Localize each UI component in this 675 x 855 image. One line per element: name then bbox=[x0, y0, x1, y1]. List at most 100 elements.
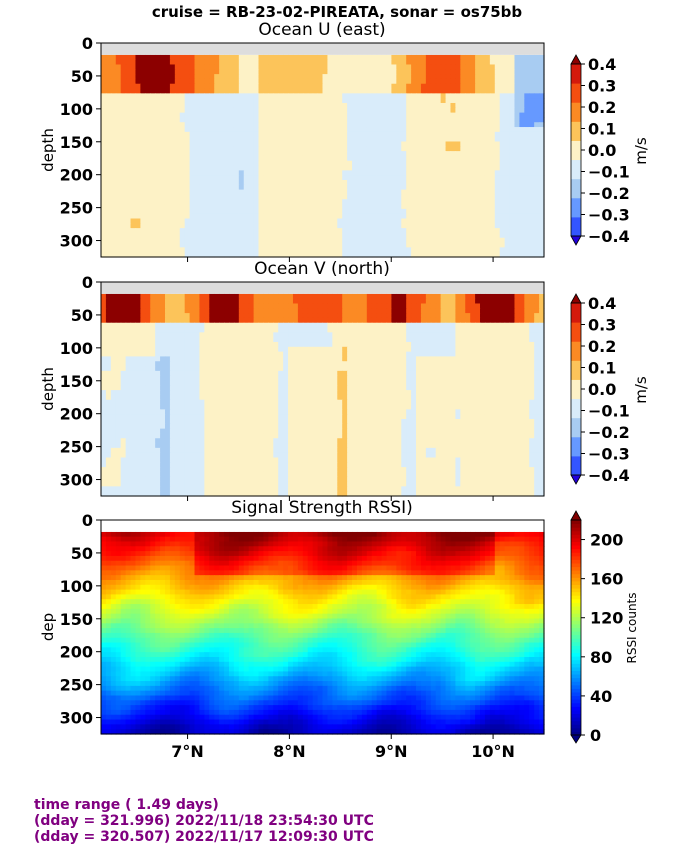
heatmap-cell bbox=[440, 170, 447, 176]
heatmap-cell bbox=[381, 184, 388, 191]
heatmap-cell bbox=[209, 155, 215, 162]
heatmap-cell bbox=[105, 136, 112, 143]
heatmap-cell bbox=[219, 102, 225, 109]
heatmap-cell bbox=[253, 322, 260, 329]
heatmap-cell bbox=[514, 293, 520, 300]
heatmap-cell bbox=[120, 223, 127, 229]
heatmap-cell bbox=[297, 83, 304, 90]
heatmap-cell bbox=[381, 237, 388, 244]
heatmap-cell bbox=[504, 59, 511, 66]
heatmap-cell bbox=[440, 127, 447, 133]
heatmap-cell bbox=[430, 346, 437, 353]
heatmap-cell bbox=[155, 303, 161, 309]
heatmap-cell bbox=[337, 252, 343, 258]
heatmap-cell bbox=[130, 298, 137, 305]
heatmap-cell bbox=[352, 332, 358, 338]
heatmap-cell bbox=[273, 54, 279, 61]
heatmap-cell bbox=[322, 112, 329, 119]
heatmap-cell bbox=[381, 78, 388, 85]
heatmap-cell bbox=[273, 170, 279, 176]
heatmap-cell bbox=[381, 54, 388, 61]
heatmap-cell bbox=[135, 218, 141, 224]
heatmap-cell bbox=[391, 59, 397, 66]
heatmap-cell bbox=[115, 346, 122, 353]
heatmap-cell bbox=[504, 64, 511, 70]
heatmap-cell bbox=[529, 337, 535, 343]
heatmap-cell bbox=[179, 242, 186, 248]
heatmap-cell bbox=[322, 293, 329, 300]
heatmap-cell bbox=[273, 189, 279, 196]
heatmap-cell bbox=[253, 102, 260, 109]
heatmap-cell bbox=[519, 189, 525, 196]
heatmap-cell bbox=[292, 242, 299, 248]
heatmap-cell bbox=[361, 242, 368, 248]
heatmap-cell bbox=[297, 308, 304, 314]
heatmap-cell bbox=[130, 102, 137, 109]
heatmap-cell bbox=[480, 88, 486, 94]
heatmap-cell bbox=[120, 228, 127, 234]
heatmap-cell bbox=[273, 322, 279, 329]
heatmap-cell bbox=[337, 146, 343, 152]
heatmap-cell bbox=[342, 64, 348, 70]
heatmap-cell bbox=[425, 122, 432, 128]
heatmap-cell bbox=[224, 189, 230, 196]
heatmap-cell bbox=[416, 165, 422, 171]
heatmap-cell bbox=[243, 175, 250, 181]
heatmap-cell bbox=[494, 155, 501, 162]
heatmap-cell bbox=[411, 155, 417, 162]
heatmap-cell bbox=[450, 93, 456, 99]
heatmap-cell bbox=[514, 112, 520, 119]
heatmap-cell bbox=[302, 136, 309, 143]
heatmap-cell bbox=[248, 247, 255, 253]
heatmap-cell bbox=[386, 170, 393, 176]
heatmap-cell bbox=[332, 189, 338, 196]
heatmap-cell bbox=[253, 131, 260, 138]
heatmap-cell bbox=[356, 122, 363, 128]
heatmap-cell bbox=[514, 298, 520, 305]
heatmap-cell bbox=[484, 252, 491, 258]
heatmap-cell bbox=[332, 165, 338, 171]
heatmap-cell bbox=[504, 131, 511, 138]
heatmap-cell bbox=[263, 293, 269, 300]
heatmap-cell bbox=[101, 107, 107, 114]
heatmap-cell bbox=[312, 313, 319, 319]
heatmap-cell bbox=[509, 204, 516, 210]
heatmap-cell bbox=[125, 112, 132, 119]
heatmap-cell bbox=[283, 151, 289, 157]
heatmap-cell bbox=[150, 136, 156, 143]
heatmap-cell bbox=[278, 184, 284, 191]
heatmap-cell bbox=[499, 228, 506, 234]
heatmap-cell bbox=[435, 351, 442, 358]
heatmap-cell bbox=[292, 112, 299, 119]
heatmap-cell bbox=[150, 322, 156, 329]
heatmap-cell bbox=[435, 317, 442, 324]
heatmap-cell bbox=[115, 298, 122, 305]
heatmap-cell bbox=[470, 155, 476, 162]
heatmap-cell bbox=[125, 223, 132, 229]
heatmap-cell bbox=[534, 232, 540, 239]
heatmap-cell bbox=[337, 165, 343, 171]
heatmap-cell bbox=[352, 337, 358, 343]
heatmap-cell bbox=[174, 189, 181, 196]
heatmap-cell bbox=[174, 228, 181, 234]
heatmap-cell bbox=[411, 131, 417, 138]
heatmap-cell bbox=[356, 74, 363, 80]
heatmap-cell bbox=[288, 208, 294, 215]
heatmap-cell bbox=[140, 189, 146, 196]
heatmap-cell bbox=[494, 112, 501, 119]
heatmap-cell bbox=[509, 313, 516, 319]
heatmap-cell bbox=[307, 247, 314, 253]
heatmap-cell bbox=[150, 117, 156, 123]
heatmap-cell bbox=[445, 93, 452, 99]
heatmap-cell bbox=[401, 351, 407, 358]
heatmap-cell bbox=[386, 308, 393, 314]
heatmap-cell bbox=[194, 293, 201, 300]
heatmap-cell bbox=[268, 247, 274, 253]
heatmap-cell bbox=[248, 170, 255, 176]
heatmap-cell bbox=[155, 59, 161, 66]
heatmap-cell bbox=[101, 175, 107, 181]
heatmap-cell bbox=[140, 194, 146, 200]
heatmap-cell bbox=[470, 199, 476, 205]
heatmap-cell bbox=[125, 341, 132, 348]
heatmap-cell bbox=[480, 127, 486, 133]
